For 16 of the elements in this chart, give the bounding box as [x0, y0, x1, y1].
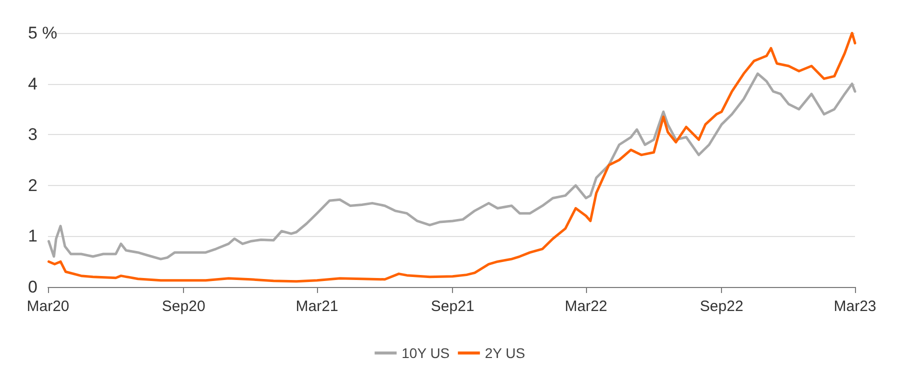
x-tick-label: Mar21 [296, 298, 338, 315]
legend-label: 2Y US [484, 345, 526, 361]
y-tick-label: 1 [28, 226, 38, 246]
x-tick-label: Mar22 [564, 298, 608, 315]
y-tick-label: 2 [28, 176, 38, 195]
y-tick-label: 4 [28, 74, 38, 94]
x-tick-label: Sep22 [700, 298, 744, 315]
legend-label: 10Y US [402, 345, 450, 361]
y-tick-label: 0 [28, 278, 38, 296]
x-tick-label: Sep21 [430, 298, 474, 315]
y-tick-label: 3 [28, 125, 38, 144]
y-tick-label: 5 % [28, 24, 58, 42]
x-tick-label: Mar23 [834, 298, 876, 315]
line-series [47, 72, 856, 260]
x-tick-label: Mar20 [26, 298, 70, 315]
x-tick-label: Sep20 [162, 298, 206, 315]
